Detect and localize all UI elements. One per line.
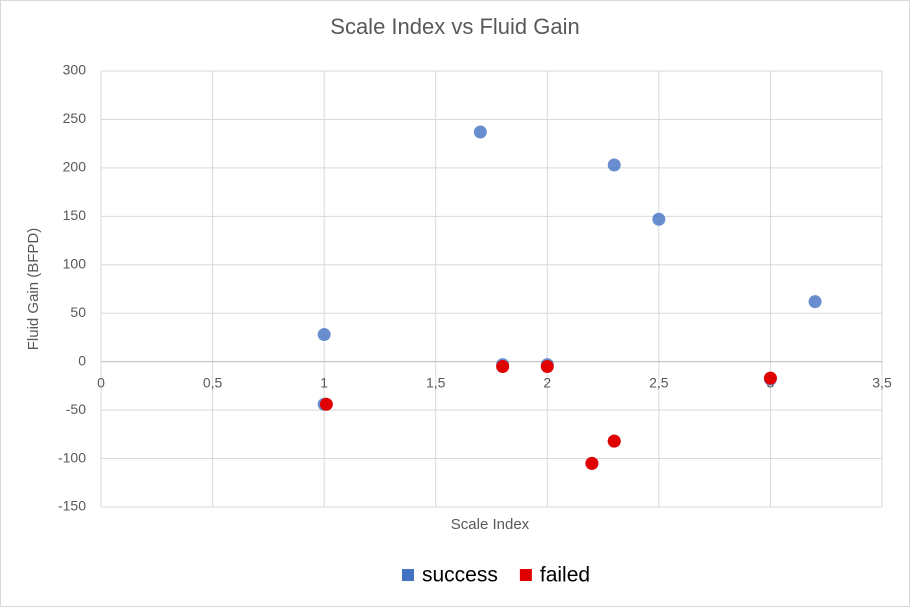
y-tick-label: 200: [63, 159, 87, 175]
point: [319, 397, 333, 411]
y-tick-label: 0: [78, 352, 86, 368]
x-tick-label: 1: [320, 374, 328, 390]
point: [473, 125, 487, 139]
legend-swatch: [402, 569, 414, 581]
legend-label: success: [422, 564, 498, 587]
y-tick-label: 50: [70, 304, 86, 320]
y-tick-label: -150: [58, 498, 86, 514]
point: [317, 328, 331, 342]
x-tick-label: 1,5: [426, 374, 446, 390]
y-tick-label: 150: [63, 207, 87, 223]
point: [652, 212, 666, 226]
chart-title: Scale Index vs Fluid Gain: [330, 14, 579, 39]
x-tick-label: 0,5: [203, 374, 223, 390]
point: [585, 456, 599, 470]
y-tick-label: 100: [63, 255, 87, 271]
y-tick-label: 300: [63, 62, 87, 78]
point: [607, 434, 621, 448]
x-tick-label: 2,5: [649, 374, 669, 390]
legend-label: failed: [540, 564, 590, 587]
point: [607, 158, 621, 172]
x-tick-label: 3,5: [872, 374, 892, 390]
point: [808, 295, 822, 309]
y-tick-label: 250: [63, 110, 87, 126]
x-tick-label: 0: [97, 374, 105, 390]
point: [763, 371, 777, 385]
y-axis-label: Fluid Gain (BFPD): [25, 228, 42, 351]
y-tick-label: -50: [66, 401, 86, 417]
legend-swatch: [519, 569, 532, 581]
x-tick-label: 2: [543, 374, 551, 390]
y-tick-label: -100: [58, 449, 86, 465]
point: [496, 360, 510, 374]
point: [540, 360, 554, 374]
x-axis-label: Scale Index: [451, 516, 530, 533]
